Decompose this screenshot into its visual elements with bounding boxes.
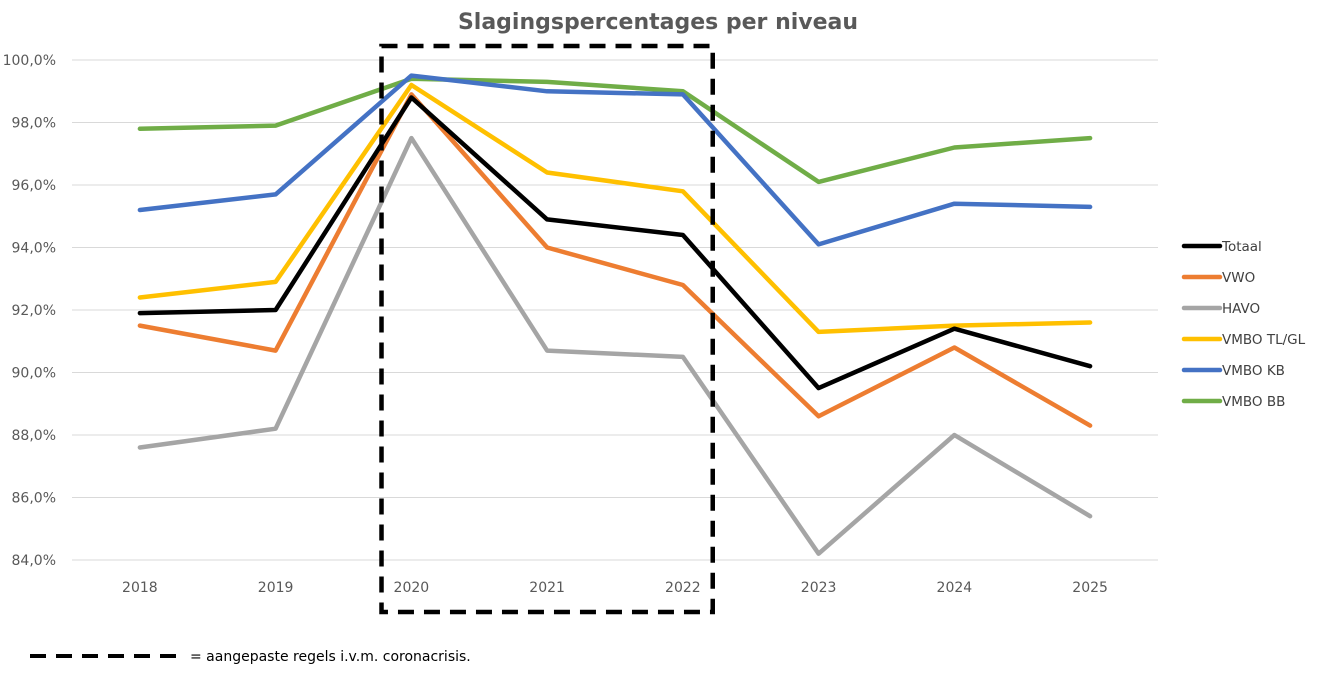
y-tick-label: 86,0%	[12, 491, 56, 507]
legend-label-vwo: VWO	[1222, 270, 1255, 286]
footnote-text: = aangepaste regels i.v.m. coronacrisis.	[190, 649, 471, 665]
y-tick-label: 94,0%	[12, 241, 56, 257]
y-tick-label: 92,0%	[12, 303, 56, 319]
legend-label-vmbo-kb: VMBO KB	[1222, 363, 1285, 379]
series-line-vmbo-bb	[137, 76, 1093, 185]
x-axis-tick-labels: 2018 2019 2020 2021 2022 2023 2024 2025	[122, 580, 1108, 596]
legend-label-totaal: Totaal	[1221, 239, 1262, 255]
x-tick-label: 2023	[801, 580, 837, 596]
x-tick-label: 2021	[529, 580, 565, 596]
legend-label-vmbo-bb: VMBO BB	[1222, 394, 1285, 410]
y-axis-tick-labels: 84,0% 86,0% 88,0% 90,0% 92,0% 94,0% 96,0% 98,0%…	[3, 53, 56, 569]
y-tick-label: 96,0%	[12, 178, 56, 194]
chart-title: Slagingspercentages per niveau	[458, 10, 858, 35]
annotation-layer	[379, 43, 715, 615]
x-tick-label: 2024	[937, 580, 973, 596]
y-tick-label: 88,0%	[12, 428, 56, 444]
y-tick-label: 90,0%	[12, 366, 56, 382]
y-tick-label: 100,0%	[3, 53, 56, 69]
series-line-totaal	[137, 95, 1093, 391]
corona-period-dashed-box	[379, 43, 715, 615]
y-tick-label: 98,0%	[12, 116, 56, 132]
legend: Totaal VWO HAVO VMBO TL/GL VMBO KB VMBO BB	[1181, 239, 1306, 410]
x-tick-label: 2018	[122, 580, 158, 596]
series-line-havo	[137, 135, 1093, 556]
series-lines	[137, 73, 1093, 556]
series-line-vmbo-kb	[137, 73, 1093, 247]
x-tick-label: 2022	[665, 580, 701, 596]
x-tick-label: 2020	[394, 580, 430, 596]
series-line-vwo	[137, 92, 1093, 428]
footnote: = aangepaste regels i.v.m. coronacrisis.	[30, 649, 471, 665]
legend-label-vmbo-tl-gl: VMBO TL/GL	[1222, 332, 1306, 348]
y-tick-label: 84,0%	[12, 553, 56, 569]
series-line-vmbo-tl-gl	[137, 82, 1093, 335]
x-tick-label: 2019	[258, 580, 294, 596]
legend-label-havo: HAVO	[1222, 301, 1260, 317]
x-tick-label: 2025	[1072, 580, 1108, 596]
